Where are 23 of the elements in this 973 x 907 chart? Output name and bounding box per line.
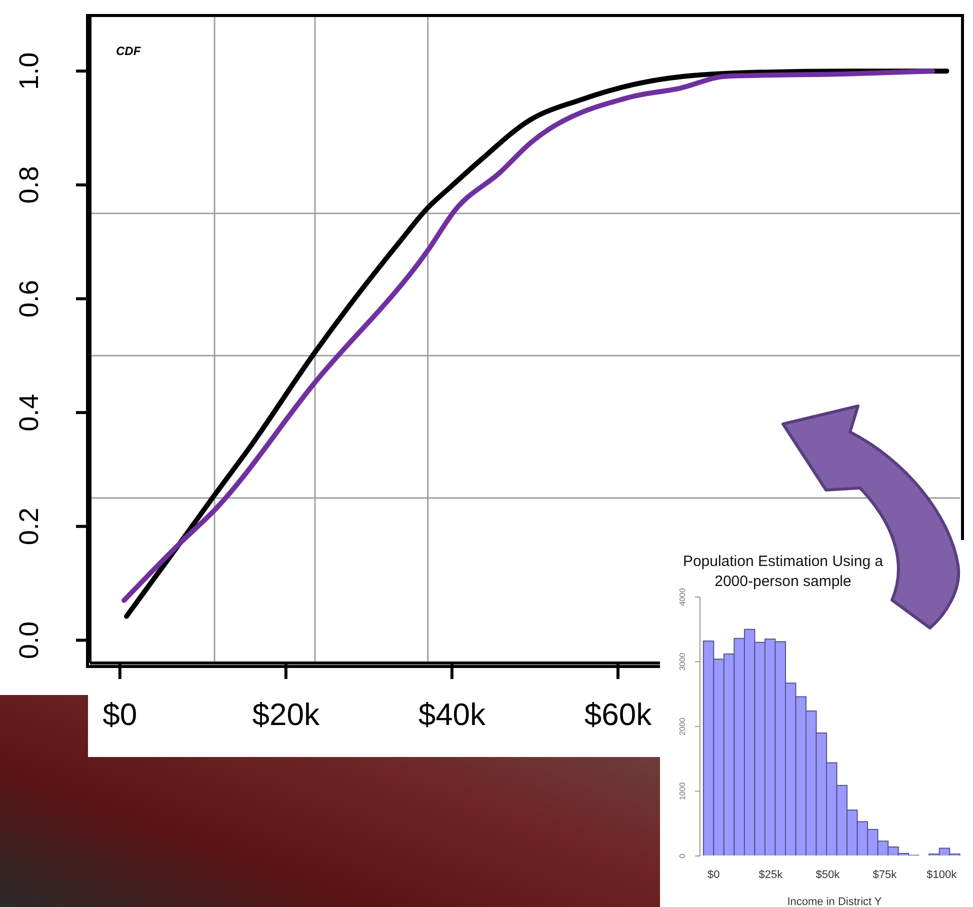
x-tick-label: $60k — [584, 697, 652, 732]
x-axis-title: Income in District Y — [787, 896, 882, 907]
x-tick-label: $50k — [816, 868, 840, 881]
x-tick-label: $25k — [758, 868, 784, 881]
y-tick-label: 0.8 — [14, 166, 44, 204]
x-tick-label: $20k — [252, 697, 320, 732]
y-tick-label: 4000 — [678, 588, 687, 606]
chart-title: Population Estimation Using a 2000-person sample — [682, 553, 884, 590]
y-tick-label: 0.2 — [14, 508, 44, 546]
y-tick-label: 1000 — [678, 782, 687, 800]
y-tick-label: 1.0 — [14, 52, 44, 90]
y-tick-label: 0.6 — [14, 280, 44, 318]
y-tick-label: 3000 — [678, 652, 687, 671]
x-tick-label: $0 — [708, 868, 720, 881]
y-tick-label: 2000 — [678, 717, 687, 736]
y-tick-label: 0.0 — [14, 621, 44, 660]
annotation: CDF — [116, 44, 141, 58]
x-tick-label: $0 — [102, 697, 138, 732]
x-tick-label: $100k — [926, 868, 958, 881]
y-tick-label: 0 — [678, 853, 687, 858]
y-tick-label: 0.4 — [14, 394, 44, 432]
x-tick-label: $75k — [872, 868, 898, 881]
x-tick-label: $40k — [418, 697, 486, 732]
